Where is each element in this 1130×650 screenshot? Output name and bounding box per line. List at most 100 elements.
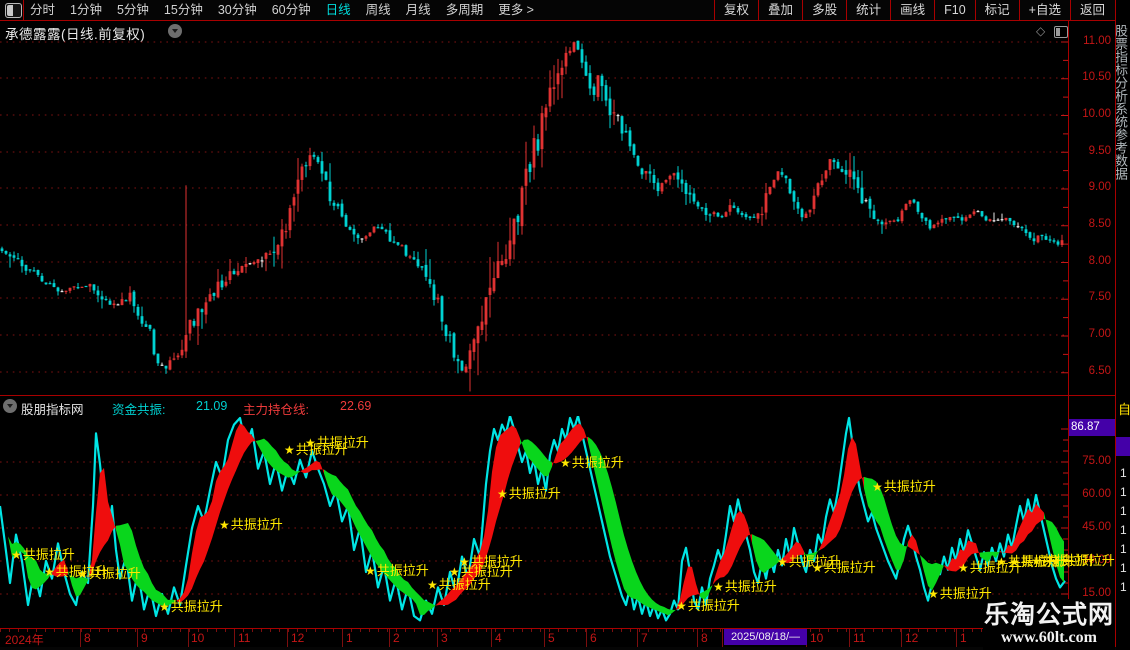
- time-axis-label: 10: [810, 631, 824, 645]
- indicator-axis-label: 15.00: [1082, 587, 1111, 599]
- toolbar-button[interactable]: 叠加: [758, 0, 802, 20]
- chevron-down-icon[interactable]: [3, 399, 17, 413]
- star-icon: ★: [928, 587, 939, 601]
- time-axis-divider: [137, 629, 138, 647]
- signal-label: ★共振拉升: [11, 547, 75, 563]
- tab-period[interactable]: 5分钟: [116, 3, 149, 17]
- signal-label: ★共振拉升: [427, 577, 491, 593]
- toolbar-button[interactable]: +自选: [1018, 0, 1070, 20]
- clipped-digit: 1: [1120, 580, 1127, 594]
- time-axis-divider: [544, 629, 545, 647]
- toolbar-button[interactable]: 标记: [974, 0, 1019, 20]
- signal-label: ★共振拉升: [459, 554, 523, 570]
- indicator-chart[interactable]: [0, 416, 1068, 628]
- toolbar-divider: [23, 0, 24, 20]
- tab-period[interactable]: 15分钟: [163, 3, 203, 17]
- time-axis-divider: [901, 629, 902, 647]
- time-axis-label: 1: [960, 631, 967, 645]
- tab-period[interactable]: 分时: [30, 3, 56, 17]
- star-icon: ★: [1031, 554, 1042, 568]
- price-axis-label: 9.00: [1088, 181, 1111, 193]
- top-toolbar: 分时 1分钟 5分钟 15分钟 30分钟 60分钟 日线 周线 月线 多周期 更多 > 复权 叠加 多股…: [0, 0, 1130, 21]
- time-axis-label: 12: [291, 631, 305, 645]
- signal-label: ★共振拉升: [812, 560, 876, 576]
- tab-period[interactable]: 30分钟: [217, 3, 257, 17]
- toolbar-button[interactable]: F10: [934, 0, 975, 20]
- tab-period[interactable]: 1分钟: [70, 3, 102, 17]
- chevron-down-icon[interactable]: [168, 24, 182, 38]
- diamond-icon[interactable]: ◇: [1036, 24, 1046, 38]
- time-axis-divider: [342, 629, 343, 647]
- time-axis-divider: [80, 629, 81, 647]
- indicator-line1-label: 资金共振:: [112, 403, 166, 417]
- star-icon: ★: [560, 456, 571, 470]
- time-axis-label: 4: [495, 631, 502, 645]
- time-axis-divider: [287, 629, 288, 647]
- star-icon: ★: [996, 555, 1007, 569]
- toolbar-button[interactable]: 复权: [714, 0, 758, 20]
- star-icon: ★: [44, 565, 55, 579]
- signal-label: ★共振拉升: [928, 586, 992, 602]
- signal-label: ★共振拉升: [365, 563, 429, 579]
- toolbar-button[interactable]: 统计: [846, 0, 890, 20]
- right-side-panel-clipped[interactable]: 股票指标分析系统参考数据 自 1 1 1 1 1 1 1: [1116, 0, 1130, 650]
- signal-label: ★共振拉升: [77, 566, 141, 582]
- signal-label: ★共振拉升: [497, 486, 561, 502]
- price-axis-label: 10.50: [1082, 71, 1111, 83]
- clipped-digit: 1: [1120, 504, 1127, 518]
- indicator-line2-label: 主力持仓线:: [243, 403, 309, 417]
- tab-period[interactable]: 月线: [405, 3, 431, 17]
- time-axis-label: 11: [238, 631, 251, 645]
- price-axis-label: 11.00: [1083, 35, 1111, 47]
- signal-label: ★共振拉升: [958, 560, 1022, 576]
- toolbar-button[interactable]: 多股: [802, 0, 846, 20]
- star-icon: ★: [449, 565, 460, 579]
- signal-label: ★共振拉升: [305, 435, 369, 451]
- time-axis-divider: [389, 629, 390, 647]
- clipped-digit: 1: [1120, 561, 1127, 575]
- time-axis-label: 5: [548, 631, 555, 645]
- signal-label: ★共振拉升: [159, 599, 223, 615]
- tab-period[interactable]: 60分钟: [271, 3, 311, 17]
- star-icon: ★: [77, 567, 88, 581]
- signal-label: ★共振拉升: [777, 554, 841, 570]
- window-icon[interactable]: [1054, 26, 1068, 38]
- tab-period[interactable]: 多周期: [445, 3, 484, 17]
- candlestick-chart[interactable]: [0, 21, 1068, 395]
- panel-toggle-icon[interactable]: [5, 3, 22, 18]
- tab-period[interactable]: 更多 >: [498, 3, 534, 17]
- star-icon: ★: [159, 600, 170, 614]
- time-axis-ticks: [0, 629, 1115, 632]
- star-icon: ★: [872, 480, 883, 494]
- time-axis-divider: [188, 629, 189, 647]
- time-axis-divider: [491, 629, 492, 647]
- toolbar-button[interactable]: 画线: [890, 0, 934, 20]
- indicator-source: 股朋指标网: [21, 403, 84, 417]
- tab-period[interactable]: 周线: [365, 3, 391, 17]
- right-strip-partial-char: 自: [1118, 402, 1130, 417]
- time-axis: 2024年 8 9 10 11 12 1 2 3 4 5 6 7 8 10 11 12 1: [0, 628, 1115, 648]
- signal-label: ★共振拉升: [219, 517, 283, 533]
- period-menu: 分时 1分钟 5分钟 15分钟 30分钟 60分钟 日线 周线 月线 多周期 更多 >: [30, 0, 534, 20]
- signal-label: ★共振拉升: [1009, 554, 1073, 570]
- time-axis-label: 9: [141, 631, 148, 645]
- time-axis-label: 10: [191, 631, 205, 645]
- time-axis-label: 3: [441, 631, 448, 645]
- tab-period[interactable]: 日线: [325, 3, 351, 17]
- star-icon: ★: [676, 599, 687, 613]
- stock-title[interactable]: 承德露露(日线.前复权): [5, 27, 146, 42]
- time-axis-divider: [234, 629, 235, 647]
- clipped-digit: 1: [1120, 542, 1127, 556]
- right-strip-border: [1115, 0, 1116, 650]
- star-icon: ★: [365, 564, 376, 578]
- price-axis-label: 7.50: [1088, 291, 1111, 303]
- star-icon: ★: [713, 580, 724, 594]
- clipped-digit: 1: [1120, 485, 1127, 499]
- time-axis-label: 1: [346, 631, 353, 645]
- indicator-axis-label: 75.00: [1082, 455, 1111, 467]
- time-axis-label: 8: [701, 631, 708, 645]
- indicator-axis-label: 30.00: [1082, 554, 1111, 566]
- right-strip-highlight: [1116, 437, 1130, 456]
- toolbar-button[interactable]: 返回: [1069, 0, 1114, 20]
